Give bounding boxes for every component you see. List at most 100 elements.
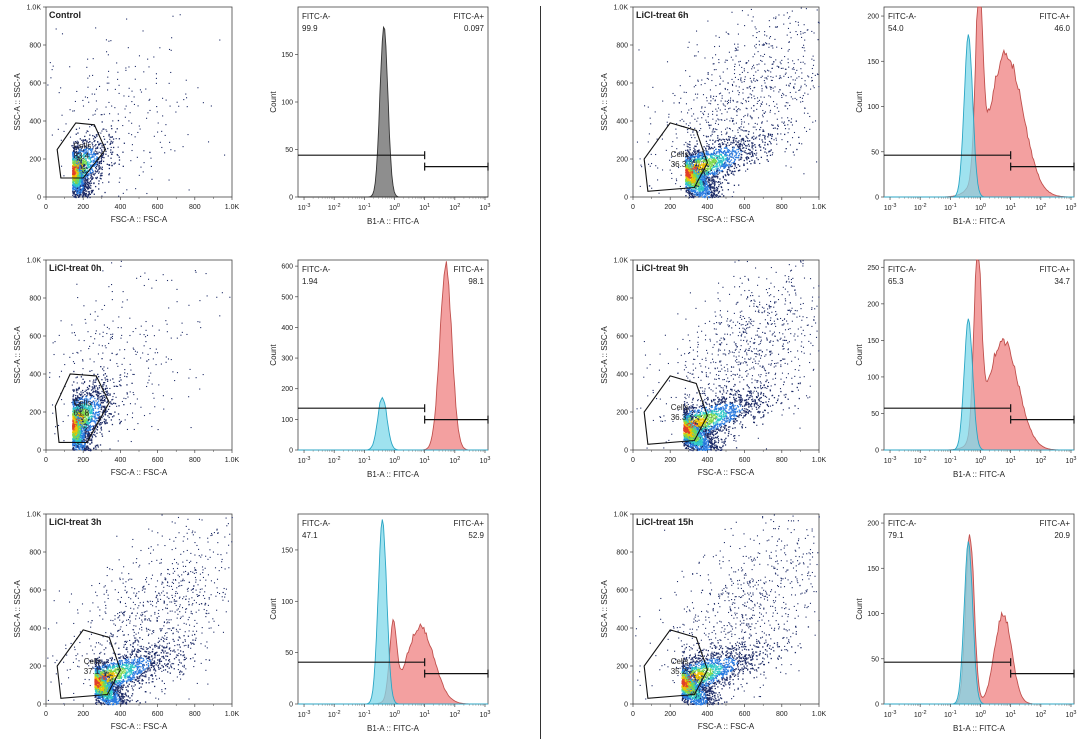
scatter-point bbox=[732, 171, 734, 173]
scatter-point bbox=[697, 80, 699, 82]
x-tick-exponent: 0 bbox=[397, 203, 400, 209]
scatter-point bbox=[116, 128, 118, 130]
scatter-point bbox=[76, 140, 78, 142]
scatter-point bbox=[80, 166, 83, 168]
scatter-point bbox=[726, 170, 728, 172]
scatter-panel: Cells83.4Control002002004004006006008008… bbox=[13, 5, 240, 225]
scatter-point bbox=[696, 140, 698, 142]
scatter-point bbox=[710, 186, 712, 188]
scatter-point bbox=[702, 182, 704, 184]
scatter-point bbox=[700, 180, 703, 182]
scatter-point bbox=[766, 78, 768, 80]
y-tick-label: 0 bbox=[624, 195, 628, 202]
scatter-point bbox=[753, 152, 756, 155]
scatter-point bbox=[767, 143, 769, 145]
scatter-point bbox=[81, 195, 84, 198]
scatter-point bbox=[769, 111, 771, 113]
scatter-point bbox=[679, 120, 681, 122]
scatter-point bbox=[715, 173, 718, 175]
y-tick-label: 600 bbox=[29, 81, 41, 88]
scatter-point bbox=[73, 176, 75, 178]
scatter-point bbox=[794, 83, 796, 85]
scatter-point bbox=[736, 49, 738, 51]
scatter-point bbox=[728, 168, 730, 170]
scatter-point bbox=[715, 195, 717, 198]
scatter-point bbox=[785, 95, 787, 97]
scatter-point bbox=[78, 170, 81, 172]
scatter-point bbox=[739, 134, 741, 137]
scatter-point bbox=[76, 160, 79, 162]
scatter-point bbox=[700, 175, 702, 177]
scatter-point bbox=[86, 154, 88, 157]
scatter-point bbox=[688, 162, 691, 164]
scatter-point bbox=[769, 154, 772, 156]
scatter-point bbox=[655, 165, 657, 167]
scatter-point bbox=[698, 189, 700, 191]
scatter-point bbox=[753, 110, 755, 112]
scatter-point bbox=[74, 164, 77, 166]
scatter-point bbox=[105, 150, 107, 153]
scatter-point bbox=[798, 76, 800, 78]
scatter-point bbox=[728, 33, 730, 35]
scatter-point bbox=[725, 31, 727, 33]
scatter-point bbox=[729, 153, 731, 156]
scatter-point bbox=[692, 131, 694, 133]
scatter-point bbox=[140, 91, 143, 93]
scatter-point bbox=[688, 189, 690, 191]
scatter-point bbox=[93, 152, 96, 155]
scatter-point bbox=[704, 57, 706, 59]
scatter-point bbox=[723, 164, 725, 166]
scatter-point bbox=[700, 181, 702, 183]
scatter-point bbox=[768, 20, 770, 22]
scatter-point bbox=[804, 80, 806, 82]
scatter-point bbox=[690, 176, 692, 179]
scatter-point bbox=[704, 159, 706, 161]
scatter-point bbox=[695, 181, 697, 183]
scatter-point bbox=[692, 190, 695, 192]
scatter-point bbox=[164, 152, 166, 154]
scatter-point bbox=[716, 177, 719, 179]
scatter-point bbox=[77, 146, 79, 148]
scatter-point bbox=[711, 74, 713, 76]
scatter-point bbox=[709, 188, 712, 190]
scatter-point bbox=[94, 163, 96, 166]
scatter-point bbox=[84, 152, 86, 155]
scatter-point bbox=[693, 170, 695, 172]
scatter-point bbox=[715, 148, 717, 150]
scatter-point bbox=[727, 174, 730, 176]
scatter-point bbox=[705, 170, 707, 172]
scatter-point bbox=[751, 136, 754, 138]
scatter-point bbox=[117, 113, 119, 115]
scatter-point bbox=[690, 157, 693, 159]
scatter-point bbox=[698, 193, 701, 195]
gate-percent: 36.3 bbox=[671, 160, 687, 169]
gate-positive-label: FITC-A+ bbox=[454, 12, 485, 21]
scatter-point bbox=[128, 132, 130, 134]
scatter-point bbox=[692, 156, 695, 158]
scatter-point bbox=[804, 92, 806, 94]
scatter-point bbox=[697, 164, 699, 167]
scatter-point bbox=[77, 178, 79, 181]
scatter-point bbox=[745, 145, 747, 147]
gate-label: Cells bbox=[73, 141, 91, 150]
scatter-point bbox=[760, 76, 762, 78]
scatter-point bbox=[811, 77, 813, 79]
scatter-point bbox=[705, 171, 708, 174]
scatter-point bbox=[686, 143, 688, 145]
scatter-point bbox=[691, 183, 693, 185]
y-tick-label: 100 bbox=[867, 104, 879, 111]
scatter-point bbox=[710, 163, 713, 165]
scatter-point bbox=[85, 145, 87, 148]
scatter-point bbox=[732, 148, 734, 150]
scatter-point bbox=[755, 138, 757, 140]
scatter-point bbox=[693, 174, 695, 177]
scatter-point bbox=[765, 71, 767, 73]
scatter-point bbox=[689, 147, 691, 149]
scatter-point bbox=[82, 186, 85, 189]
scatter-point bbox=[136, 156, 138, 158]
scatter-point bbox=[77, 186, 79, 188]
scatter-point bbox=[78, 170, 80, 172]
scatter-point bbox=[762, 109, 764, 112]
scatter-point bbox=[767, 134, 770, 136]
scatter-point bbox=[725, 179, 728, 181]
